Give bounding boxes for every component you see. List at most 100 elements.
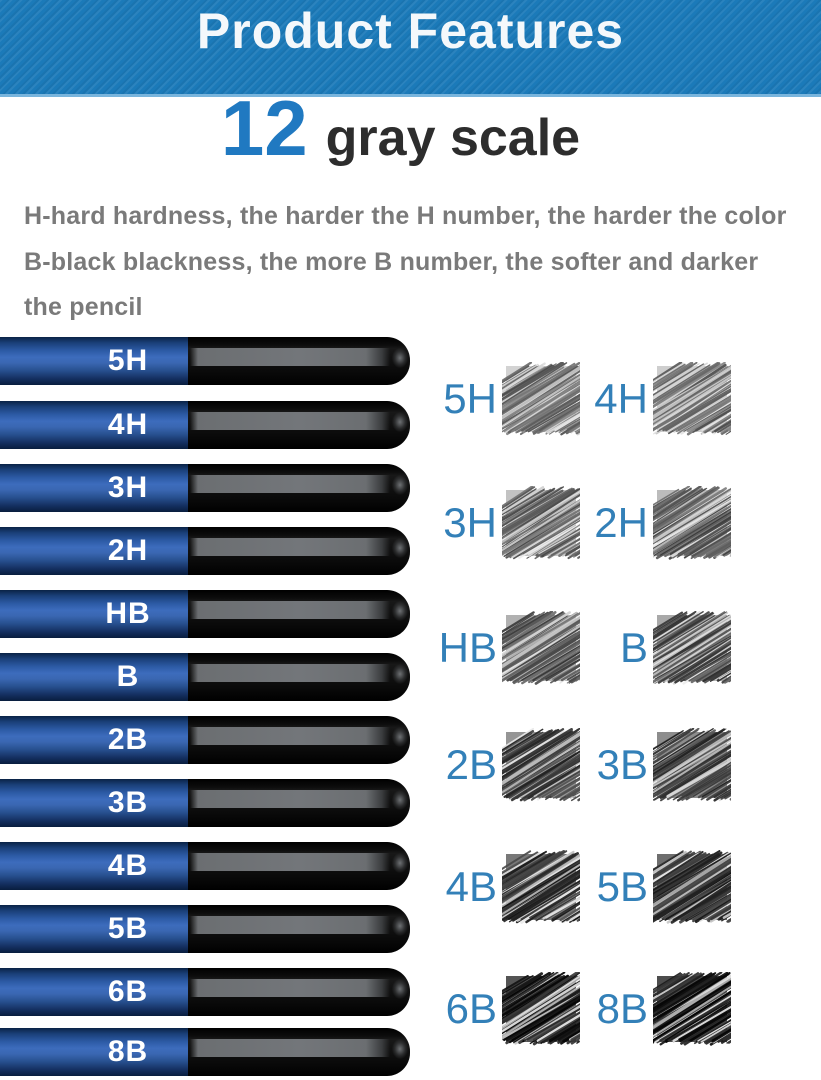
pencil-grade-label: 2H — [107, 534, 149, 567]
pencil-tip-black — [188, 464, 410, 512]
swatch-grade-label-4b: 4B — [445, 863, 497, 910]
swatch-grade-label-3b: 3B — [596, 741, 648, 788]
pencil-tip-highlight — [392, 979, 408, 999]
pencil-barrel-blue — [0, 842, 189, 890]
pencil-6b: 6B — [0, 968, 410, 1016]
pencil-gloss-band — [190, 853, 390, 871]
pencil-tip-highlight — [392, 727, 408, 747]
pencil-tip-highlight — [392, 475, 408, 495]
pencil-shade-swatch-hb — [502, 611, 580, 685]
pencil-grade-label: 4H — [107, 408, 149, 441]
pencil-gloss-band — [190, 601, 390, 619]
pencil-barrel-blue — [0, 464, 189, 512]
pencil-gloss-band — [190, 979, 390, 997]
pencil-grade-label: 4B — [107, 849, 149, 882]
pencil-barrel-blue — [0, 968, 189, 1016]
pencil-gloss-band — [190, 664, 390, 682]
pencil-tip-black — [188, 779, 410, 827]
pencil-barrel-blue — [0, 1028, 189, 1076]
pencil-gloss-band — [190, 1039, 390, 1057]
pencil-grade-label: 5B — [107, 912, 149, 945]
pencil-grade-label: 5H — [107, 344, 149, 377]
pencil-shade-swatch-5h — [502, 362, 580, 436]
pencil-tip-highlight — [392, 412, 408, 432]
pencil-tip-highlight — [392, 853, 408, 873]
pencil-tip-black — [188, 590, 410, 638]
swatch-grade-label-2h: 2H — [594, 499, 648, 546]
pencil-2h: 2H — [0, 527, 410, 575]
pencil-shade-swatch-2h — [653, 486, 731, 560]
gray-scale-title: 12 gray scale — [0, 89, 811, 167]
pencil-shade-swatch-b — [653, 611, 731, 685]
pencil-grade-label: B — [116, 660, 140, 693]
pencil-shade-swatch-2b — [502, 728, 580, 802]
pencil-barrel-blue — [0, 653, 189, 701]
gray-scale-text: gray scale — [325, 109, 581, 167]
pencil-tip-black — [188, 716, 410, 764]
pencil-gloss-band — [190, 916, 390, 934]
swatch-grade-label-4h: 4H — [594, 375, 648, 422]
pencil-tip-black — [188, 653, 410, 701]
pencil-tip-black — [188, 527, 410, 575]
pencil-5h: 5H — [0, 337, 410, 385]
swatch-grade-label-b: B — [619, 624, 648, 671]
pencil-tip-highlight — [392, 538, 408, 558]
pencil-barrel-blue — [0, 527, 189, 575]
pencil-tip-black — [188, 968, 410, 1016]
pencil-gloss-band — [190, 412, 390, 430]
pencil-grade-label: 3H — [107, 471, 149, 504]
banner: Product Features — [0, 0, 821, 97]
pencil-shade-swatch-6b — [502, 972, 580, 1046]
pencil-shade-swatch-8b — [653, 972, 731, 1046]
pencil-shade-swatch-5b — [653, 850, 731, 924]
pencil-tip-highlight — [392, 664, 408, 684]
pencil-3h: 3H — [0, 464, 410, 512]
pencil-tip-highlight — [392, 1039, 408, 1059]
pencil-grade-label: HB — [105, 597, 151, 630]
pencil-tip-highlight — [392, 348, 408, 368]
pencil-grade-label: 3B — [107, 786, 149, 819]
pencil-barrel-blue — [0, 716, 189, 764]
pencil-tip-black — [188, 401, 410, 449]
pencil-3b: 3B — [0, 779, 410, 827]
pencil-hb: HB — [0, 590, 410, 638]
pencil-shade-swatch-3b — [653, 728, 731, 802]
pencil-b: B — [0, 653, 410, 701]
pencil-tip-highlight — [392, 790, 408, 810]
pencil-tip-black — [188, 905, 410, 953]
pencil-tip-black — [188, 337, 410, 385]
pencil-grade-label: 6B — [107, 975, 149, 1008]
pencil-gloss-band — [190, 727, 390, 745]
swatch-grade-label-8b: 8B — [596, 985, 648, 1032]
pencil-shade-swatch-4b — [502, 850, 580, 924]
pencil-gloss-band — [190, 790, 390, 808]
pencil-gloss-band — [190, 475, 390, 493]
swatch-grade-label-2b: 2B — [445, 741, 497, 788]
pencil-8b: 8B — [0, 1028, 410, 1076]
pencil-grade-label: 2B — [107, 723, 149, 756]
swatch-grade-label-5b: 5B — [596, 863, 648, 910]
pencil-gloss-band — [190, 538, 390, 556]
swatch-grade-label-hb: HB — [438, 624, 497, 671]
description-line: the pencil — [24, 293, 143, 321]
pencil-5b: 5B — [0, 905, 410, 953]
description: H-hard hardness, the harder the H number… — [24, 194, 817, 331]
pencil-4h: 4H — [0, 401, 410, 449]
pencil-2b: 2B — [0, 716, 410, 764]
pencil-4b: 4B — [0, 842, 410, 890]
pencil-tip-highlight — [392, 916, 408, 936]
description-line: H-hard hardness, the harder the H number… — [24, 202, 787, 230]
banner-title: Product Features — [196, 3, 625, 59]
swatch-grade-label-5h: 5H — [443, 375, 497, 422]
pencil-tip-black — [188, 842, 410, 890]
swatch-grade-label-3h: 3H — [443, 499, 497, 546]
pencil-barrel-blue — [0, 779, 189, 827]
pencil-gloss-band — [190, 348, 390, 366]
description-line: B-black blackness, the more B number, th… — [24, 247, 759, 276]
pencil-tip-black — [188, 1028, 410, 1076]
pencil-shade-swatch-4h — [653, 362, 731, 436]
swatch-grade-label-6b: 6B — [445, 985, 497, 1032]
pencil-tip-highlight — [392, 601, 408, 621]
pencil-grade-label: 8B — [107, 1035, 149, 1068]
